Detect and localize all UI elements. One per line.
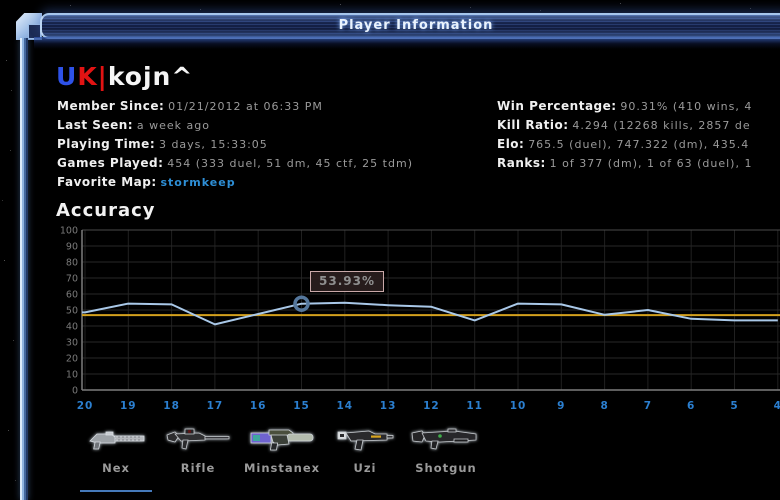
chart-gridlines: [82, 230, 780, 390]
tab-minstanex[interactable]: Minstanex: [237, 424, 327, 475]
starfield-background: [0, 0, 1, 1]
svg-text:6: 6: [687, 400, 695, 412]
nex-gun-icon: [89, 431, 145, 450]
stat-label: Kill Ratio:: [497, 118, 569, 132]
stat-favorite-map: Favorite Map: stormkeep: [57, 173, 413, 192]
window-title: Player Information: [338, 18, 494, 33]
stat-value: 01/21/2012 at 06:33 PM: [168, 100, 323, 113]
player-name-nick: kojn^: [107, 62, 194, 91]
svg-text:8: 8: [600, 400, 608, 412]
stat-value: 765.5 (duel), 747.322 (dm), 435.4: [528, 138, 750, 151]
svg-text:19: 19: [120, 400, 137, 412]
shotgun-gun-icon: [411, 428, 477, 450]
stat-value: 1 of 377 (dm), 1 of 63 (duel), 1: [549, 157, 753, 170]
svg-text:12: 12: [423, 400, 440, 412]
svg-text:5: 5: [730, 400, 738, 412]
stat-label: Games Played:: [57, 156, 164, 170]
accuracy-tooltip: 53.93%: [310, 271, 384, 292]
stat-kill-ratio: Kill Ratio: 4.294 (12268 kills, 2857 de: [497, 116, 752, 135]
stat-playing-time: Playing Time: 3 days, 15:33:05: [57, 135, 413, 154]
tab-shotgun[interactable]: Shotgun: [404, 424, 488, 475]
svg-text:90: 90: [66, 242, 78, 253]
svg-text:17: 17: [207, 400, 224, 412]
selected-tab-underline: [80, 490, 152, 492]
selected-point-marker[interactable]: [293, 295, 310, 312]
svg-text:20: 20: [77, 400, 94, 412]
svg-text:11: 11: [466, 400, 483, 412]
stat-value: a week ago: [136, 119, 210, 132]
player-name-clan-red: K|: [77, 62, 108, 91]
stat-label: Ranks:: [497, 156, 546, 170]
svg-text:15: 15: [293, 400, 310, 412]
tab-shotgun-label: Shotgun: [415, 461, 477, 475]
stat-ranks: Ranks: 1 of 377 (dm), 1 of 63 (duel), 1: [497, 154, 752, 173]
stats-column-right: Win Percentage: 90.31% (410 wins, 4 Kill…: [497, 97, 752, 173]
svg-text:40: 40: [66, 322, 78, 333]
svg-text:80: 80: [66, 258, 78, 269]
stat-win-percentage: Win Percentage: 90.31% (410 wins, 4: [497, 97, 752, 116]
tab-rifle[interactable]: Rifle: [160, 424, 236, 475]
tab-uzi[interactable]: Uzi: [327, 424, 403, 475]
tab-nex-label: Nex: [102, 461, 130, 475]
tab-rifle-label: Rifle: [180, 461, 216, 475]
svg-text:30: 30: [66, 338, 78, 349]
svg-text:20: 20: [66, 354, 78, 365]
svg-text:4: 4: [774, 400, 780, 412]
accuracy-chart-svg: 20 19 18 17 16 15 14 13 12 11 10 9 8 7 6 5 4100908070605…: [60, 226, 780, 412]
stat-value: 4.294 (12268 kills, 2857 de: [572, 119, 751, 132]
svg-text:7: 7: [644, 400, 652, 412]
player-name-clan-blue: U: [56, 62, 78, 91]
stat-last-seen: Last Seen: a week ago: [57, 116, 413, 135]
stat-label: Member Since:: [57, 99, 165, 113]
player-name: UK|kojn^: [56, 62, 193, 91]
minstanex-gun-icon: [250, 429, 314, 451]
chart-axis-border: [81, 229, 780, 391]
stat-value: 90.31% (410 wins, 4: [620, 100, 753, 113]
rifle-gun-icon: [166, 428, 230, 450]
stat-value: 3 days, 15:33:05: [158, 138, 268, 151]
svg-text:60: 60: [66, 290, 78, 301]
chart-x-labels: 20 19 18 17 16 15 14 13 12 11 10 9 8 7 6 5 4: [77, 400, 780, 412]
tab-uzi-label: Uzi: [353, 461, 377, 475]
frame-corner-decoration: [16, 13, 42, 40]
stat-label: Playing Time:: [57, 137, 156, 151]
tab-nex[interactable]: Nex: [78, 424, 154, 475]
svg-text:100: 100: [60, 226, 78, 237]
stats-column-left: Member Since: 01/21/2012 at 06:33 PM Las…: [57, 97, 413, 192]
accuracy-line: [82, 301, 778, 326]
svg-text:10: 10: [510, 400, 527, 412]
stat-games-played: Games Played: 454 (333 duel, 51 dm, 45 c…: [57, 154, 413, 173]
frame-left-bar: [20, 38, 28, 500]
tab-minstanex-label: Minstanex: [243, 461, 321, 475]
stat-label: Win Percentage:: [497, 99, 617, 113]
svg-text:70: 70: [66, 274, 78, 285]
svg-text:9: 9: [557, 400, 565, 412]
stat-label: Elo:: [497, 137, 525, 151]
stat-label: Last Seen:: [57, 118, 134, 132]
svg-text:10: 10: [66, 370, 78, 381]
accuracy-section-title: Accuracy: [56, 200, 156, 221]
stat-elo: Elo: 765.5 (duel), 747.322 (dm), 435.4: [497, 135, 752, 154]
stat-member-since: Member Since: 01/21/2012 at 06:33 PM: [57, 97, 413, 116]
svg-text:14: 14: [336, 400, 353, 412]
window-titlebar: Player Information: [34, 13, 780, 49]
stat-value: 454 (333 duel, 51 dm, 45 ctf, 25 tdm): [167, 157, 413, 170]
accuracy-chart: 20 19 18 17 16 15 14 13 12 11 10 9 8 7 6 5 4 100 90 80 70 60 5…: [56, 225, 780, 417]
svg-text:50: 50: [66, 306, 78, 317]
svg-text:18: 18: [163, 400, 180, 412]
stat-label: Favorite Map:: [57, 175, 157, 189]
favorite-map-link[interactable]: stormkeep: [160, 176, 236, 189]
svg-text:16: 16: [250, 400, 267, 412]
svg-text:0: 0: [72, 386, 78, 397]
uzi-gun-icon: [337, 430, 394, 451]
svg-text:13: 13: [380, 400, 397, 412]
